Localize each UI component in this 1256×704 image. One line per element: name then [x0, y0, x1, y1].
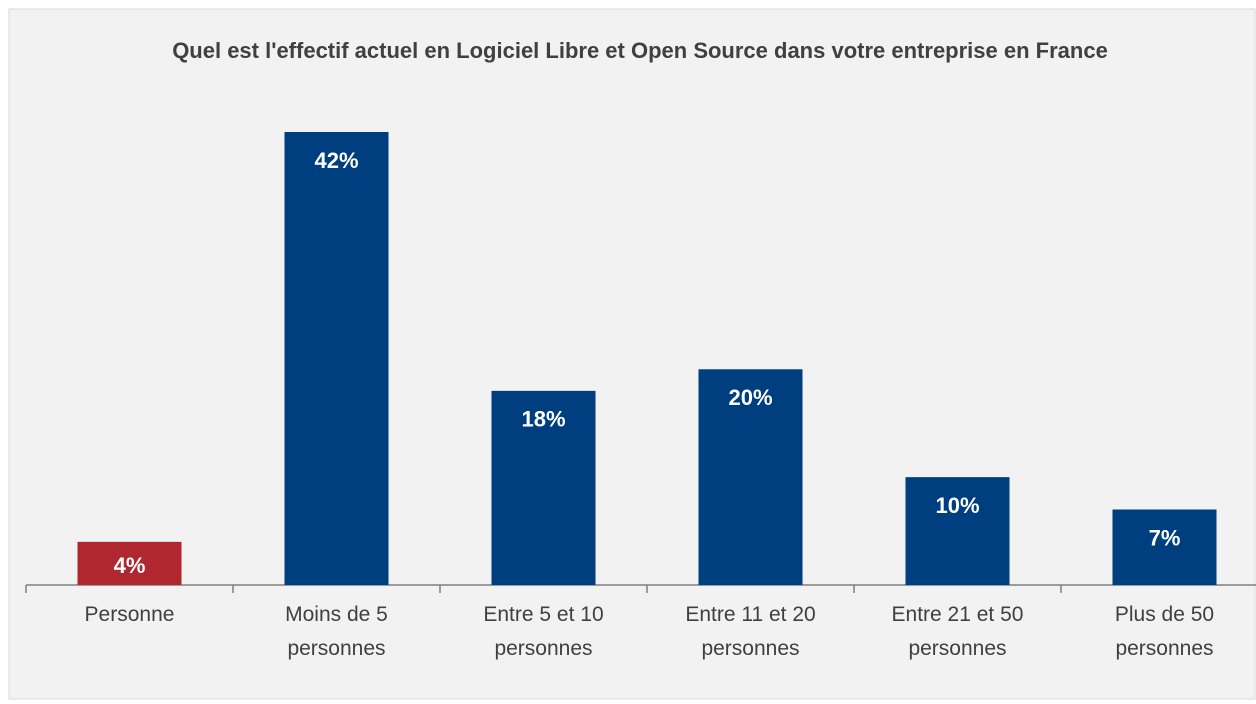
bar: [77, 541, 182, 585]
x-tick-label: Personne: [84, 603, 175, 626]
x-tick-label: Entre 5 et 10 personnes: [483, 603, 604, 660]
bar: [698, 369, 803, 585]
bar: [905, 477, 1010, 585]
chart-background: [8, 8, 1256, 700]
data-label: 42%: [314, 148, 358, 173]
data-label: 4%: [114, 553, 146, 578]
x-tick-label: Moins de 5 personnes: [285, 603, 388, 660]
data-label: 10%: [935, 493, 979, 518]
x-tick-label: Entre 11 et 20 personnes: [685, 603, 816, 660]
x-tick-label: Plus de 50 personnes: [1114, 603, 1215, 660]
bar: [491, 390, 596, 585]
data-label: 18%: [521, 407, 565, 432]
data-label: 7%: [1149, 525, 1181, 550]
x-tick-label: Entre 21 et 50 personnes: [891, 603, 1024, 660]
chart-title: Quel est l'effectif actuel en Logiciel L…: [172, 38, 1108, 63]
data-label: 20%: [728, 385, 772, 410]
bar: [284, 132, 389, 585]
bar: [1112, 509, 1217, 585]
